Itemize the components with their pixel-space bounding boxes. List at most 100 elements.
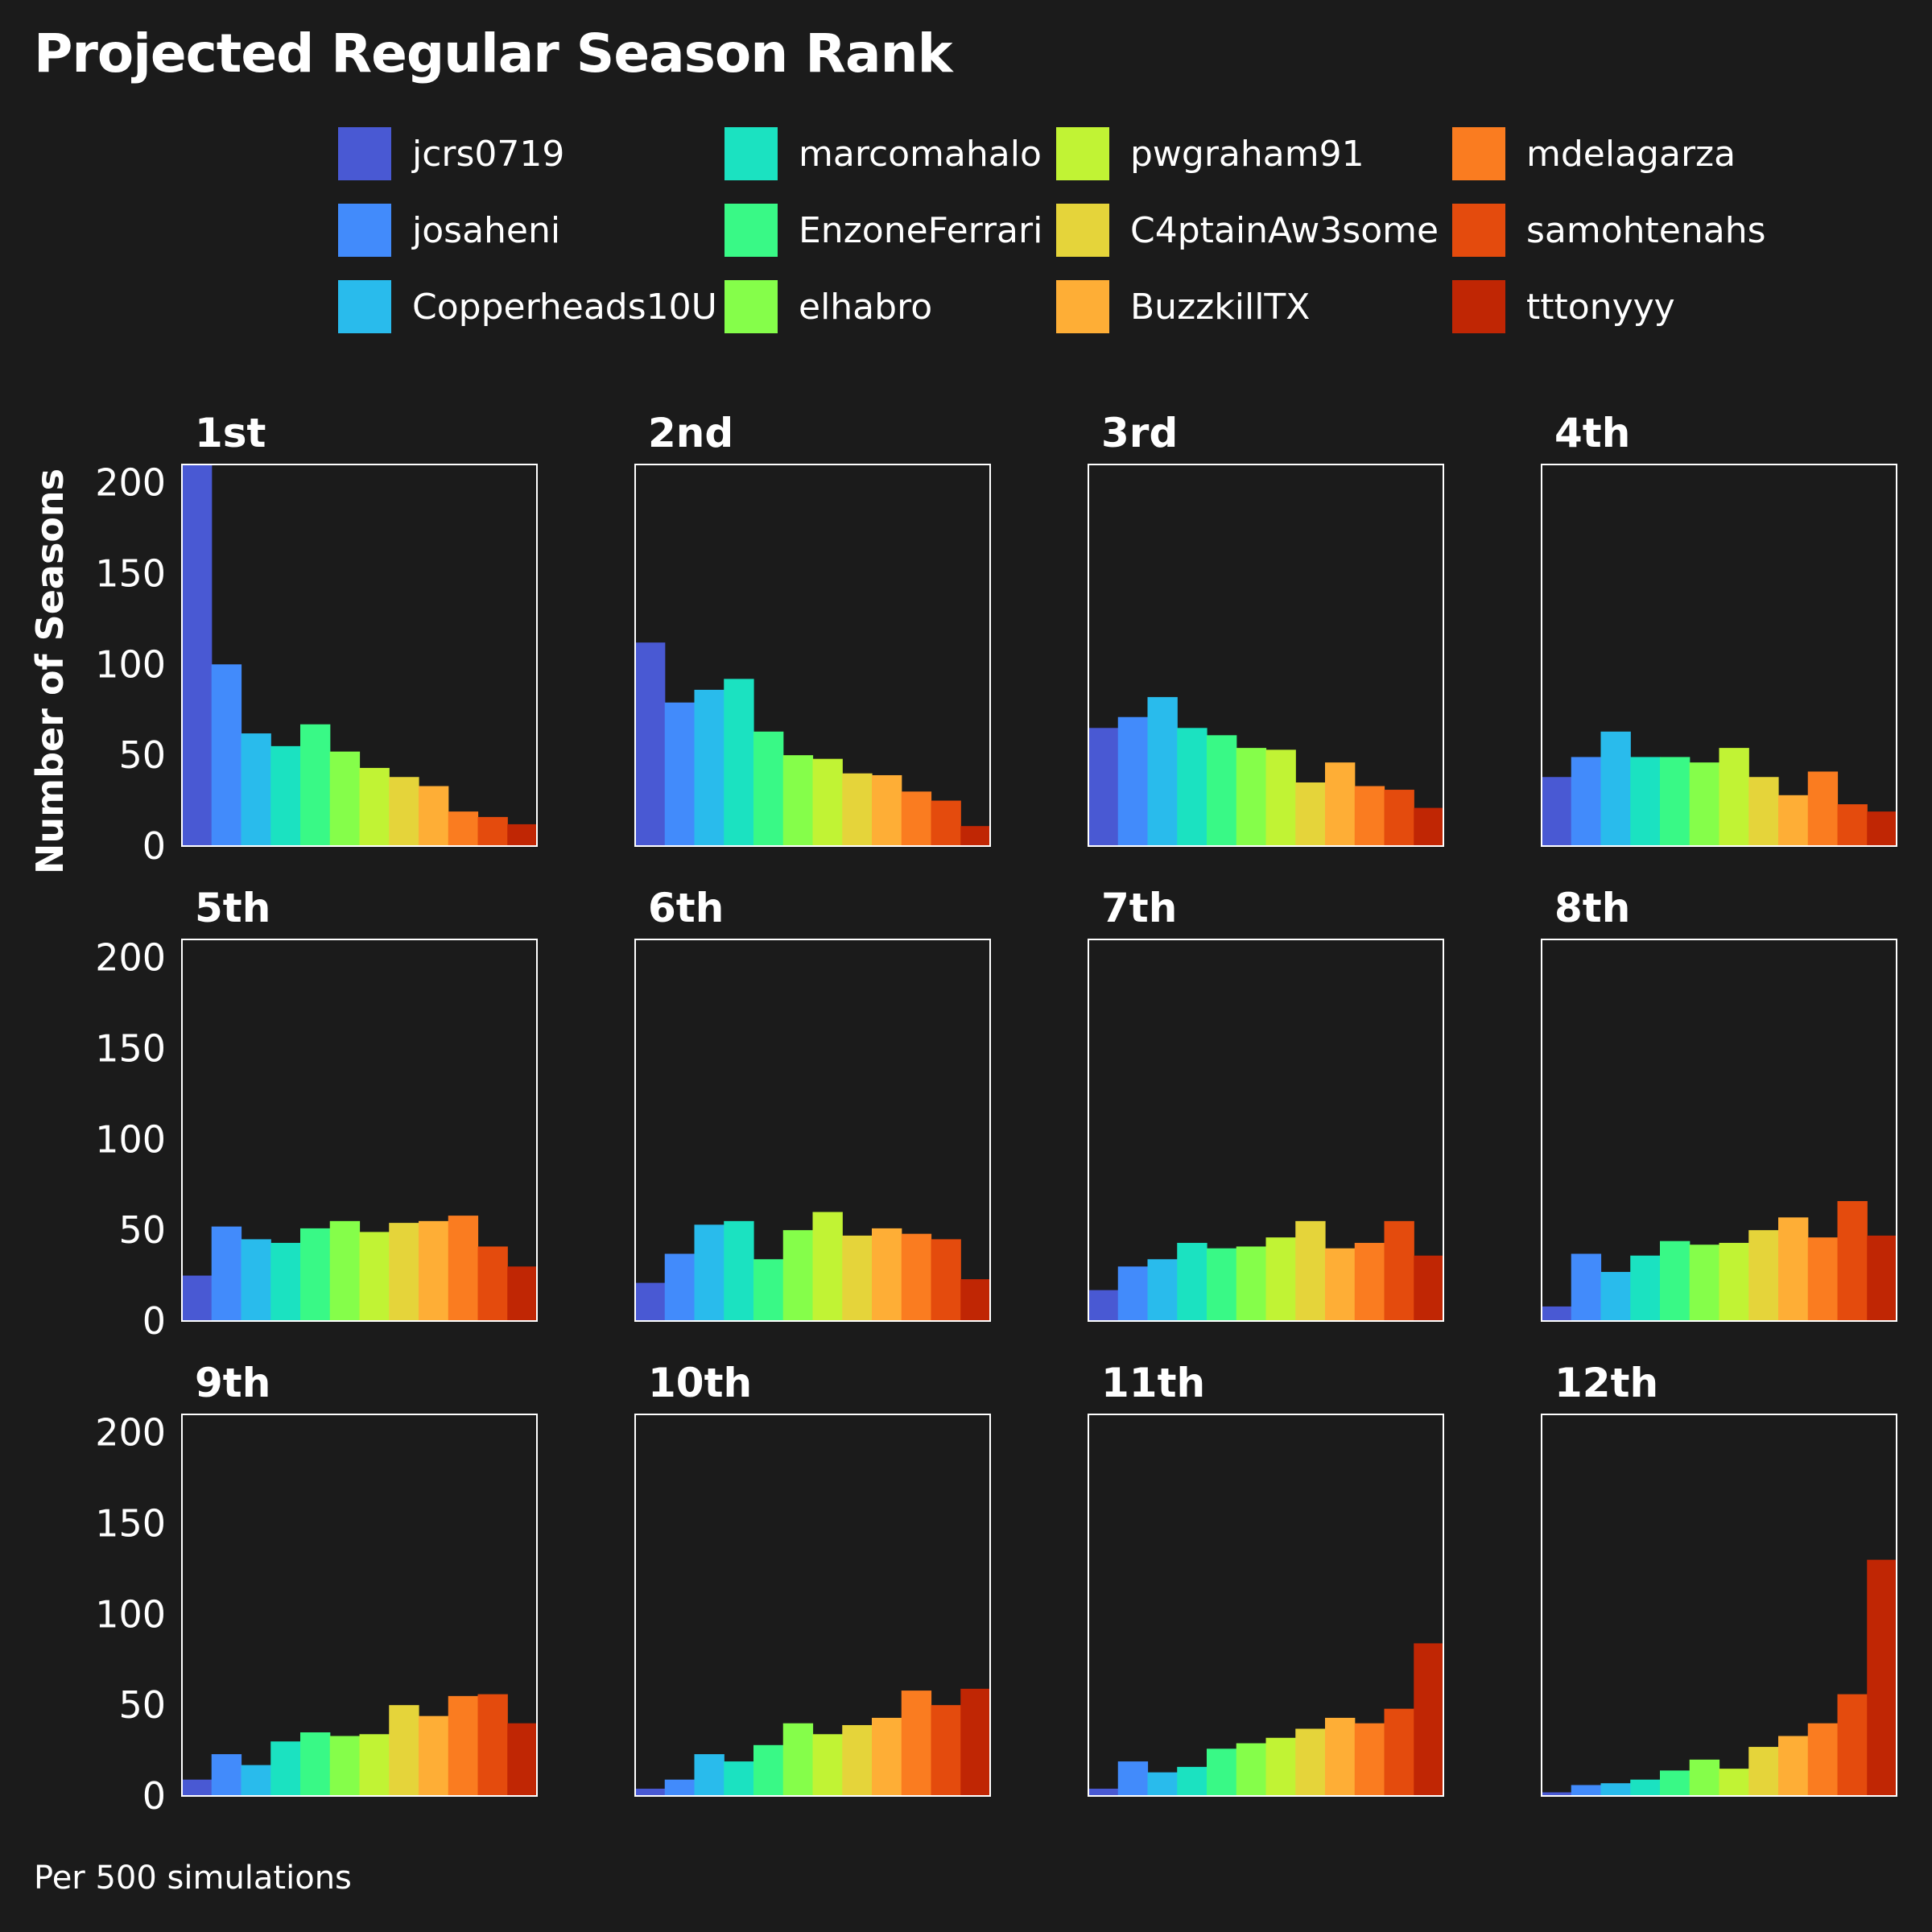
bar <box>211 1226 242 1321</box>
bar <box>724 679 754 846</box>
bar <box>1177 728 1208 846</box>
bar <box>1571 757 1602 846</box>
bar <box>1325 762 1356 846</box>
legend-swatch <box>1452 280 1505 333</box>
bar <box>664 1253 696 1321</box>
legend-swatch <box>1452 127 1505 180</box>
bar <box>1384 1708 1414 1796</box>
panel-title: 10th <box>648 1360 752 1406</box>
bar <box>1867 811 1897 846</box>
panel-border <box>634 1414 991 1797</box>
bar <box>389 1223 419 1321</box>
bar <box>1778 795 1809 846</box>
bar <box>1354 786 1385 846</box>
panel-border <box>181 1414 538 1797</box>
bar <box>1630 1779 1661 1796</box>
bar <box>842 773 873 846</box>
bar <box>1117 1266 1149 1321</box>
bar <box>724 1761 754 1796</box>
bar <box>1689 762 1720 846</box>
legend-label: pwgraham91 <box>1130 133 1364 175</box>
panel-title: 6th <box>648 885 724 931</box>
panel-title: 7th <box>1101 885 1177 931</box>
bar <box>300 724 331 846</box>
bar <box>1630 757 1661 846</box>
bar <box>359 1734 390 1796</box>
panel-title: 5th <box>195 885 270 931</box>
y-tick-label: 150 <box>95 1501 166 1545</box>
bar <box>507 1266 538 1321</box>
bar <box>1295 782 1326 846</box>
panel-border <box>181 464 538 847</box>
bar <box>1837 1201 1868 1321</box>
legend-label: tttonyyy <box>1526 286 1675 328</box>
bar <box>329 1220 361 1321</box>
bar <box>448 811 479 846</box>
bar <box>1147 1259 1178 1321</box>
panel-border <box>634 464 991 847</box>
chart-title: Projected Regular Season Rank <box>34 23 952 85</box>
bar <box>329 1736 361 1796</box>
bar <box>1660 757 1690 846</box>
bar <box>1600 731 1631 846</box>
y-tick-label: 200 <box>95 1411 166 1455</box>
bar <box>812 1734 843 1796</box>
panel-title: 8th <box>1554 885 1630 931</box>
panel-title: 2nd <box>648 410 733 456</box>
bar <box>872 774 902 846</box>
bar <box>960 1688 991 1796</box>
bar <box>477 816 508 846</box>
bar <box>507 1723 538 1796</box>
legend-item: BuzzkillTX <box>1056 280 1452 333</box>
bar <box>782 1723 814 1796</box>
y-tick-label: 50 <box>118 1683 166 1727</box>
bar <box>1748 777 1779 846</box>
bar <box>842 1235 873 1321</box>
legend-item: josaheni <box>338 204 724 257</box>
legend-swatch <box>724 127 778 180</box>
y-tick-label: 200 <box>95 936 166 980</box>
bar <box>182 464 213 846</box>
panel-title: 4th <box>1554 410 1630 456</box>
y-tick-label: 0 <box>142 824 166 868</box>
legend-swatch <box>724 280 778 333</box>
bar <box>1719 748 1749 846</box>
bar <box>1117 716 1149 846</box>
bar <box>419 1715 449 1796</box>
panel-border <box>1088 939 1444 1322</box>
bar <box>753 1259 784 1321</box>
bar <box>1719 1769 1749 1796</box>
bar <box>1748 1230 1779 1321</box>
bar <box>359 1232 390 1321</box>
bar <box>1384 790 1414 846</box>
bar <box>1117 1761 1149 1796</box>
bar <box>389 1705 419 1796</box>
bar <box>1719 1242 1749 1321</box>
bar <box>901 1690 932 1796</box>
bar <box>842 1724 873 1796</box>
bar <box>753 731 784 846</box>
legend-label: samohtenahs <box>1526 209 1766 251</box>
bar <box>694 1224 724 1321</box>
bar <box>1778 1736 1809 1796</box>
bar <box>872 1717 902 1796</box>
bar <box>1207 1748 1237 1796</box>
bar <box>1660 1770 1690 1796</box>
bar <box>1207 735 1237 846</box>
bar <box>329 751 361 846</box>
bar <box>931 1239 961 1321</box>
legend-swatch <box>338 204 391 257</box>
bar <box>241 1765 271 1796</box>
panel-title: 12th <box>1554 1360 1658 1406</box>
bar <box>1837 804 1868 846</box>
y-tick-label: 0 <box>142 1774 166 1818</box>
bar <box>241 733 271 846</box>
bar <box>901 1233 932 1321</box>
bar <box>694 1754 724 1796</box>
bar <box>419 786 449 846</box>
y-tick-label: 100 <box>95 642 166 686</box>
bar <box>1265 749 1296 846</box>
legend-label: BuzzkillTX <box>1130 286 1311 328</box>
bar <box>270 745 301 846</box>
